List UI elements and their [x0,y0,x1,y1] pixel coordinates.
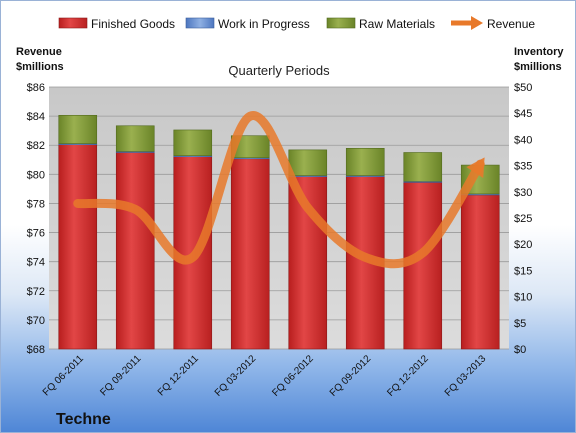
left-tick-label: $72 [27,286,45,298]
legend-arrow-revenue-head [471,16,483,30]
bar-finished-goods [403,182,443,350]
right-axis-title-line2: $millions [514,61,562,73]
legend: Finished Goods Work in Progress Raw Mate… [58,16,535,31]
x-tick-label: FQ 03-2012 [213,353,259,399]
right-tick-label: $0 [514,344,526,356]
right-tick-label: $5 [514,318,526,330]
x-tick-label: FQ 03-2013 [443,353,489,399]
legend-label-finished-goods: Finished Goods [91,17,175,31]
revenue-line-arrowhead [466,157,485,178]
bar-raw-materials [345,148,385,176]
x-tick-label: FQ 12-2011 [156,353,201,398]
x-tick-label: FQ 06-2011 [41,353,86,398]
bar-raw-materials [288,149,328,176]
x-tick-label: FQ 12-2012 [385,353,431,399]
bar-finished-goods [230,158,270,350]
right-tick-label: $15 [514,265,532,277]
right-tick-label: $35 [514,161,532,173]
chart-subtitle: Quarterly Periods [228,63,330,78]
right-tick-label: $20 [514,239,532,251]
right-tick-label: $50 [514,82,532,94]
bar-raw-materials [58,114,98,144]
legend-swatch-finished-goods [58,17,88,29]
bar-raw-materials [173,129,213,156]
left-tick-label: $78 [27,198,45,210]
legend-label-revenue: Revenue [487,17,535,31]
right-tick-label: $10 [514,292,532,304]
legend-label-raw-materials: Raw Materials [359,17,435,31]
bar-finished-goods [115,152,155,350]
right-tick-label: $25 [514,213,532,225]
left-tick-label: $68 [27,344,45,356]
left-tick-label: $86 [27,82,45,94]
x-axis-ticks: FQ 06-2011 FQ 09-2011 FQ 12-2011 FQ 03-2012… [41,353,489,399]
bar-finished-goods [460,194,500,350]
left-tick-label: $76 [27,228,45,240]
bar-finished-goods [58,144,98,350]
left-tick-label: $80 [27,169,45,181]
left-axis-title-line1: Revenue [16,46,62,58]
x-tick-label: FQ 09-2012 [328,353,374,399]
legend-label-work-in-progress: Work in Progress [218,17,310,31]
left-tick-label: $74 [27,257,45,269]
bar-raw-materials [403,152,443,182]
revenue-line-group [73,111,485,269]
right-axis-ticks: $0 $5 $10 $15 $20 $25 $30 $35 $40 $45 $50 [514,82,532,356]
x-tick-label: FQ 09-2011 [98,353,143,398]
right-tick-label: $30 [514,187,532,199]
left-tick-label: $84 [27,111,45,123]
revenue-line [73,111,485,269]
left-axis-ticks: $68 $70 $72 $74 $76 $78 $80 $82 $84 $86 [27,82,45,356]
legend-swatch-work-in-progress [185,17,215,29]
left-tick-label: $82 [27,140,45,152]
right-axis-title-line1: Inventory [514,46,564,58]
x-tick-label: FQ 06-2012 [270,353,316,399]
right-tick-label: $40 [514,134,532,146]
bar-raw-materials [115,125,155,152]
left-tick-label: $70 [27,315,45,327]
company-name: Techne [56,411,111,428]
right-tick-label: $45 [514,108,532,120]
left-axis-title-line2: $millions [16,61,64,73]
bars [58,114,500,350]
legend-swatch-raw-materials [326,17,356,29]
